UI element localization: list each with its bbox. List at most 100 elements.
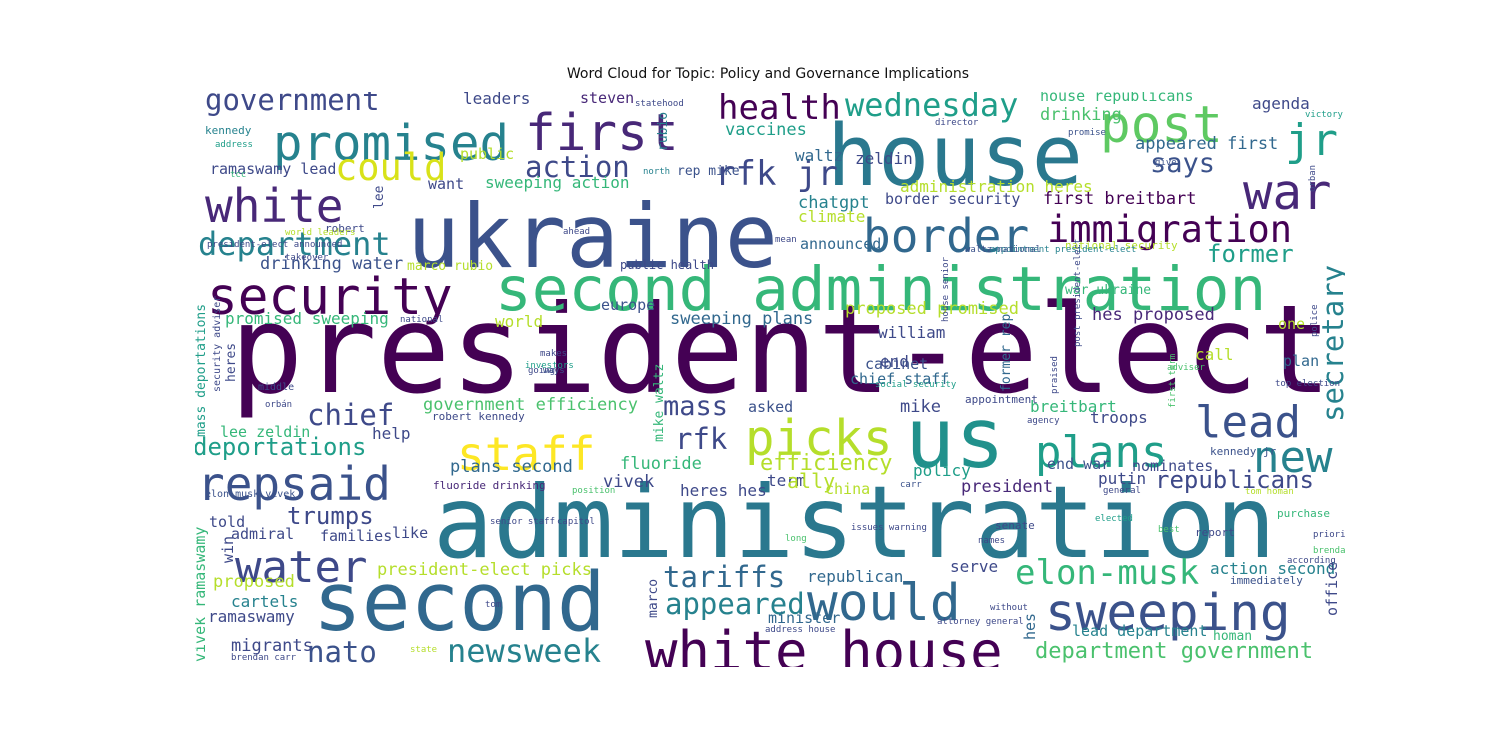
word-administration-heres: administration heres bbox=[900, 177, 1093, 196]
word-elon-musk: elon-musk bbox=[1015, 553, 1199, 593]
word-north: north bbox=[643, 167, 670, 177]
word-ahead: ahead bbox=[563, 227, 590, 237]
word-like: like bbox=[392, 524, 428, 542]
word-agenda: agenda bbox=[1252, 94, 1310, 113]
word-chief: chief bbox=[307, 398, 394, 432]
word-fluoride: fluoride bbox=[620, 454, 702, 474]
word-jr: jr bbox=[1285, 115, 1338, 166]
word-immigration: immigration bbox=[1047, 208, 1292, 251]
word-chatgpt: chatgpt bbox=[798, 193, 870, 213]
word-house-senior: house senior bbox=[941, 256, 951, 322]
word-cabinet: cabinet bbox=[865, 355, 928, 373]
word-new: new bbox=[1253, 432, 1333, 483]
word-secretary: secretary bbox=[1316, 265, 1345, 422]
word-president-elect: president-elect bbox=[230, 279, 1332, 421]
word-cartels: cartels bbox=[231, 592, 298, 611]
word-orban: orban bbox=[1308, 165, 1318, 192]
word-department-government: department government bbox=[1035, 639, 1313, 664]
word-help: help bbox=[372, 424, 411, 443]
word-lead-department: lead department bbox=[1072, 622, 1207, 640]
word-health: health bbox=[718, 92, 841, 128]
word-social-security: social security bbox=[875, 380, 957, 390]
word-purchase: purchase bbox=[1277, 507, 1330, 520]
word-issues-warning: issues warning bbox=[851, 523, 927, 533]
word-marco: marco bbox=[646, 579, 661, 618]
word-could: could bbox=[335, 146, 446, 189]
word-leaders: leaders bbox=[463, 92, 530, 108]
word-mean: mean bbox=[775, 235, 797, 245]
word-china: china bbox=[825, 480, 870, 498]
word-zeldin: zeldin bbox=[855, 149, 913, 168]
word-deportations: deportations bbox=[195, 433, 366, 461]
word-sweeping-action: sweeping action bbox=[485, 173, 630, 192]
word-victory: victory bbox=[1305, 110, 1344, 120]
word-director: director bbox=[935, 118, 979, 128]
word-marco-rubio: marco rubio bbox=[407, 259, 493, 274]
word-report: report bbox=[1195, 526, 1235, 539]
word-announced: announced bbox=[800, 235, 881, 253]
word-efficiency: efficiency bbox=[760, 451, 892, 476]
word-rfk: rfk bbox=[675, 422, 728, 456]
word-rubio: rubio bbox=[656, 112, 671, 151]
word-ukraine: ukraine bbox=[407, 185, 778, 288]
word-department: department bbox=[198, 225, 391, 263]
word-wednesday: wednesday bbox=[845, 92, 1018, 124]
word-nominates: nominates bbox=[1132, 457, 1213, 475]
word-tom-homan: tom homan bbox=[1245, 487, 1294, 497]
word-action-second: action second bbox=[1210, 559, 1335, 578]
word-ukraine-war: ukraine war bbox=[195, 92, 198, 142]
word-mike: mike bbox=[900, 397, 941, 417]
word-want: want bbox=[428, 175, 464, 193]
word-policy: policy bbox=[913, 461, 971, 480]
word-give: give bbox=[1155, 158, 1177, 168]
word-mike-waltz: mike waltz bbox=[652, 364, 667, 442]
word-national: national bbox=[400, 315, 443, 325]
word-hes-proposed: hes proposed bbox=[1092, 305, 1215, 325]
word-long: long bbox=[785, 534, 807, 544]
word-appeared-first: appeared first bbox=[1135, 134, 1278, 154]
word-first: first bbox=[525, 104, 679, 163]
word-appeared: appeared bbox=[665, 587, 805, 621]
word-one: one bbox=[1278, 315, 1305, 333]
word-president: president bbox=[961, 477, 1053, 497]
word-security-adviser: security adviser bbox=[212, 296, 223, 392]
word-troops: troops bbox=[1090, 408, 1148, 427]
word-kennedy-jr: kennedy jr bbox=[1210, 445, 1277, 458]
word-plans-second: plans second bbox=[450, 457, 573, 477]
word-lead: lead bbox=[1195, 397, 1301, 448]
word-second-administration: second administration bbox=[495, 254, 1266, 325]
word-senate: senate bbox=[995, 519, 1035, 532]
word-cloud: president-elect administration ukraine hous… bbox=[195, 92, 1345, 667]
word-best: best bbox=[1158, 525, 1180, 535]
word-orbán: orbán bbox=[265, 400, 292, 410]
word-security: security bbox=[207, 268, 453, 327]
word-without: without bbox=[990, 603, 1028, 613]
word-europe: europe bbox=[601, 296, 655, 314]
word-staff: staff bbox=[457, 427, 595, 481]
word-white-house: white house bbox=[645, 620, 1003, 667]
word-repsaid: repsaid bbox=[197, 457, 391, 511]
word-mass: mass bbox=[663, 391, 728, 422]
word-waltz-national: waltz national bbox=[965, 245, 1041, 255]
word-office: office bbox=[1323, 562, 1341, 616]
word-heres: heres bbox=[224, 343, 239, 382]
word-post-president-elect: post president-elect bbox=[1073, 239, 1083, 347]
word-ramaswamy-lead: ramaswamy lead bbox=[210, 160, 336, 178]
word-would: would bbox=[807, 574, 961, 633]
word-breitbart: breitbart bbox=[1030, 397, 1117, 416]
word-border: border bbox=[863, 209, 1029, 263]
word-cloud-svg: president-elect administration ukraine hous… bbox=[195, 92, 1345, 667]
word-president-elect-picks: president-elect picks bbox=[377, 560, 592, 580]
word-world: world bbox=[495, 312, 543, 331]
word-state: state bbox=[410, 645, 437, 655]
word-adviser: adviser bbox=[1167, 363, 1206, 373]
word-first-breitbart: first breitbart bbox=[1043, 189, 1197, 209]
word-house: house bbox=[827, 107, 1083, 206]
word-william: william bbox=[878, 323, 945, 342]
word-public: public bbox=[460, 145, 514, 163]
word-investors: investors bbox=[525, 361, 574, 371]
word-water: water bbox=[235, 542, 367, 593]
word-vivek: vivek bbox=[603, 472, 654, 492]
word-ramaswamy: ramaswamy bbox=[208, 607, 295, 626]
word-top-election: top election bbox=[1275, 379, 1340, 389]
